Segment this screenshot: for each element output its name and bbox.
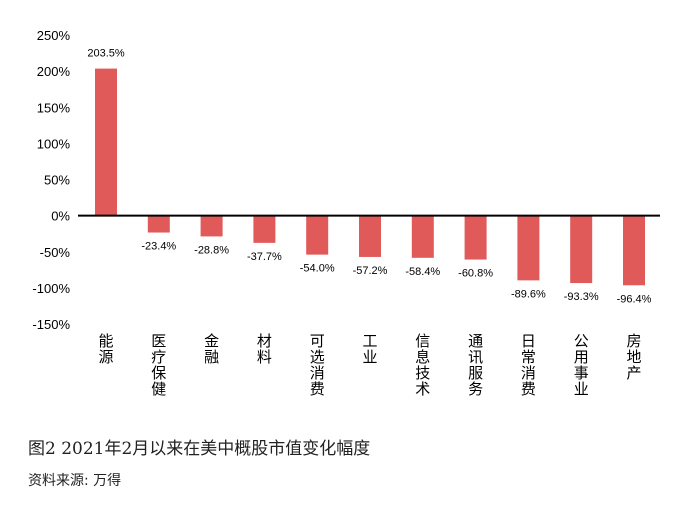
x-category-label: 房地产 (626, 332, 641, 382)
data-label: -57.2% (353, 265, 388, 277)
data-label: -58.4% (405, 266, 440, 278)
bar (623, 215, 645, 286)
y-tick-label: 50% (44, 173, 70, 188)
bar (570, 215, 593, 284)
figure-caption: 图2 2021年2月以来在美中概股市值变化幅度 (28, 439, 371, 459)
x-category-label: 可选消费 (310, 332, 325, 398)
figure-source: 资料来源: 万得 (28, 473, 122, 489)
data-label: -28.8% (194, 244, 229, 256)
x-category-label: 信息技术 (415, 332, 430, 398)
data-label: -37.7% (247, 251, 282, 263)
bar (147, 215, 170, 233)
data-label: -89.6% (511, 288, 546, 300)
data-label: 203.5% (87, 48, 125, 60)
bar (411, 215, 434, 258)
bar (517, 215, 540, 281)
data-label: -93.3% (564, 291, 599, 303)
y-tick-label: 150% (37, 100, 71, 115)
y-tick-label: -50% (40, 245, 71, 260)
data-label: -60.8% (458, 268, 493, 280)
x-category-label: 材料 (257, 332, 272, 366)
x-category-label: 能源 (98, 332, 113, 366)
x-category-label: 日常消费 (521, 332, 536, 398)
y-tick-label: -100% (32, 281, 70, 296)
x-category-label: 公用事业 (574, 332, 589, 398)
y-tick-label: -150% (32, 317, 70, 332)
x-category-label: 金融 (204, 332, 219, 366)
x-category-label: 工业 (362, 332, 377, 366)
y-tick-label: 100% (37, 136, 71, 151)
bar (464, 215, 487, 260)
data-label: -54.0% (300, 263, 335, 275)
bar (253, 215, 276, 243)
y-tick-label: 0% (51, 209, 70, 224)
bar (359, 215, 381, 257)
data-label: -96.4% (617, 293, 652, 305)
x-category-label: 通讯服务 (468, 332, 483, 398)
y-tick-label: 250% (37, 28, 71, 43)
data-label: -23.4% (141, 241, 176, 253)
bar (200, 215, 223, 237)
x-category-label: 医疗保健 (151, 332, 166, 398)
bar-chart: 250% 200% 150% 100% 50% 0% -50% -100% -150% 203.5… (32, 28, 660, 398)
bar (306, 215, 329, 255)
y-tick-label: 200% (37, 64, 71, 79)
bar (95, 68, 117, 216)
